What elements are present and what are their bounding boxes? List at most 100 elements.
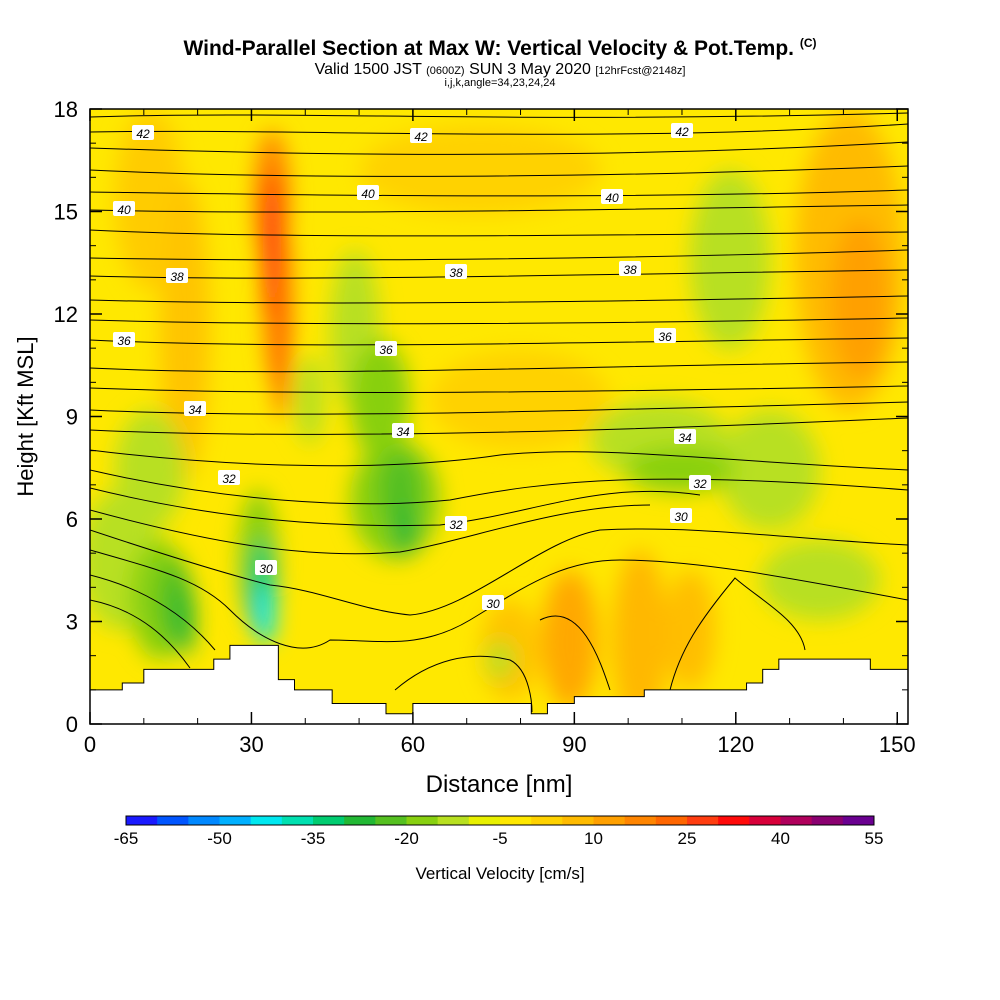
contour-label: 32 — [218, 470, 240, 486]
y-tick-label: 18 — [54, 97, 78, 122]
colorbar: -65 -50 -35 -20 -5 10 25 40 55 — [114, 815, 884, 848]
colorbar-swatch — [811, 816, 844, 825]
contour-label: 30 — [670, 508, 692, 524]
contour-label: 32 — [689, 475, 711, 491]
x-axis-label: Distance [nm] — [426, 771, 573, 798]
colorbar-swatch — [344, 816, 376, 825]
colorbar-swatch — [500, 816, 532, 825]
y-tick-label: 3 — [66, 610, 78, 635]
contour-label: 38 — [445, 264, 467, 280]
svg-text:36: 36 — [379, 343, 393, 357]
colorbar-swatch — [250, 816, 283, 825]
contour-label: 30 — [255, 560, 277, 576]
svg-text:34: 34 — [678, 431, 692, 445]
colorbar-swatch — [375, 816, 407, 825]
svg-text:40: 40 — [605, 191, 619, 205]
colorbar-tick-label: 10 — [584, 829, 603, 848]
svg-text:30: 30 — [486, 597, 500, 611]
svg-text:38: 38 — [170, 270, 184, 284]
svg-text:42: 42 — [675, 125, 689, 139]
colorbar-swatch — [313, 816, 345, 825]
y-axis-label: Height [Kft MSL] — [13, 336, 38, 496]
y-tick-label: 0 — [66, 712, 78, 737]
x-tick-label: 0 — [84, 732, 96, 757]
contour-label: 36 — [113, 332, 135, 348]
y-tick-label: 15 — [54, 200, 78, 225]
x-tick-label: 120 — [717, 732, 754, 757]
colorbar-swatch — [593, 816, 626, 825]
contour-label: 40 — [357, 185, 379, 201]
svg-text:40: 40 — [361, 187, 375, 201]
colorbar-swatch — [437, 816, 470, 825]
colorbar-tick-label: 55 — [865, 829, 884, 848]
svg-text:30: 30 — [674, 510, 688, 524]
x-tick-label: 90 — [562, 732, 586, 757]
svg-text:32: 32 — [222, 472, 236, 486]
grid-indices: i,j,k,angle=34,23,24,24 — [444, 77, 556, 89]
contour-label: 38 — [166, 268, 188, 284]
theta-contours — [90, 112, 908, 713]
chart-title: Wind-Parallel Section at Max W: Vertical… — [183, 36, 817, 60]
colorbar-swatch — [562, 816, 594, 825]
x-tick-label: 30 — [239, 732, 263, 757]
colorbar-tick-label: -5 — [492, 829, 507, 848]
colorbar-tick-label: 40 — [771, 829, 790, 848]
colorbar-swatch — [780, 816, 813, 825]
colorbar-swatch — [718, 816, 750, 825]
contour-label: 40 — [601, 189, 623, 205]
contour-label: 30 — [482, 595, 504, 611]
terrain-mask — [90, 644, 908, 724]
svg-text:38: 38 — [449, 266, 463, 280]
svg-text:32: 32 — [449, 518, 463, 532]
svg-text:38: 38 — [623, 263, 637, 277]
x-axis: 0 30 60 90 120 150 Distance [nm] — [84, 109, 916, 798]
x-tick-label: 150 — [879, 732, 916, 757]
colorbar-swatch — [655, 816, 688, 825]
contour-label: 34 — [184, 401, 206, 417]
svg-text:40: 40 — [117, 203, 131, 217]
contour-label: 32 — [445, 516, 467, 532]
colorbar-swatch — [157, 816, 189, 825]
svg-text:30: 30 — [259, 562, 273, 576]
colorbar-tick-label: -20 — [394, 829, 419, 848]
contour-label: 42 — [410, 128, 432, 144]
contour-label: 42 — [132, 125, 154, 141]
contour-label: 36 — [375, 341, 397, 357]
svg-text:32: 32 — [693, 477, 707, 491]
y-tick-label: 9 — [66, 405, 78, 430]
colorbar-swatch — [219, 816, 252, 825]
svg-text:42: 42 — [414, 130, 428, 144]
contour-label: 40 — [113, 201, 135, 217]
svg-text:34: 34 — [396, 425, 410, 439]
colorbar-swatch — [281, 816, 314, 825]
colorbar-tick-label: -65 — [114, 829, 139, 848]
colorbar-tick-label: -35 — [301, 829, 326, 848]
svg-text:36: 36 — [658, 330, 672, 344]
colorbar-swatch — [531, 816, 563, 825]
colorbar-tick-label: 25 — [678, 829, 697, 848]
vertical-velocity-field — [90, 110, 905, 724]
colorbar-swatch — [188, 816, 220, 825]
x-tick-label: 60 — [401, 732, 425, 757]
svg-text:42: 42 — [136, 127, 150, 141]
y-tick-label: 6 — [66, 507, 78, 532]
colorbar-swatch — [468, 816, 501, 825]
colorbar-frame — [125, 815, 875, 826]
plot-area: 42 42 42 40 40 40 38 38 38 36 36 36 34 34 34 32 32 32 30 30… — [90, 109, 908, 724]
chart-subtitle: Valid 1500 JST (0600Z) SUN 3 May 2020 [1… — [314, 61, 686, 78]
colorbar-swatch — [687, 816, 719, 825]
contour-label: 34 — [392, 423, 414, 439]
contour-label: 42 — [671, 123, 693, 139]
copyright-mark: (C) — [799, 36, 817, 50]
contour-label: 38 — [619, 261, 641, 277]
colorbar-swatch — [749, 816, 781, 825]
colorbar-swatch — [406, 816, 439, 825]
colorbar-swatch — [842, 816, 875, 825]
contour-labels: 42 42 42 40 40 40 38 38 38 36 36 36 34 34 34 32 32 32 30 30… — [113, 123, 711, 611]
colorbar-tick-label: -50 — [207, 829, 232, 848]
contour-label: 34 — [674, 429, 696, 445]
svg-text:36: 36 — [117, 334, 131, 348]
contour-label: 36 — [654, 328, 676, 344]
